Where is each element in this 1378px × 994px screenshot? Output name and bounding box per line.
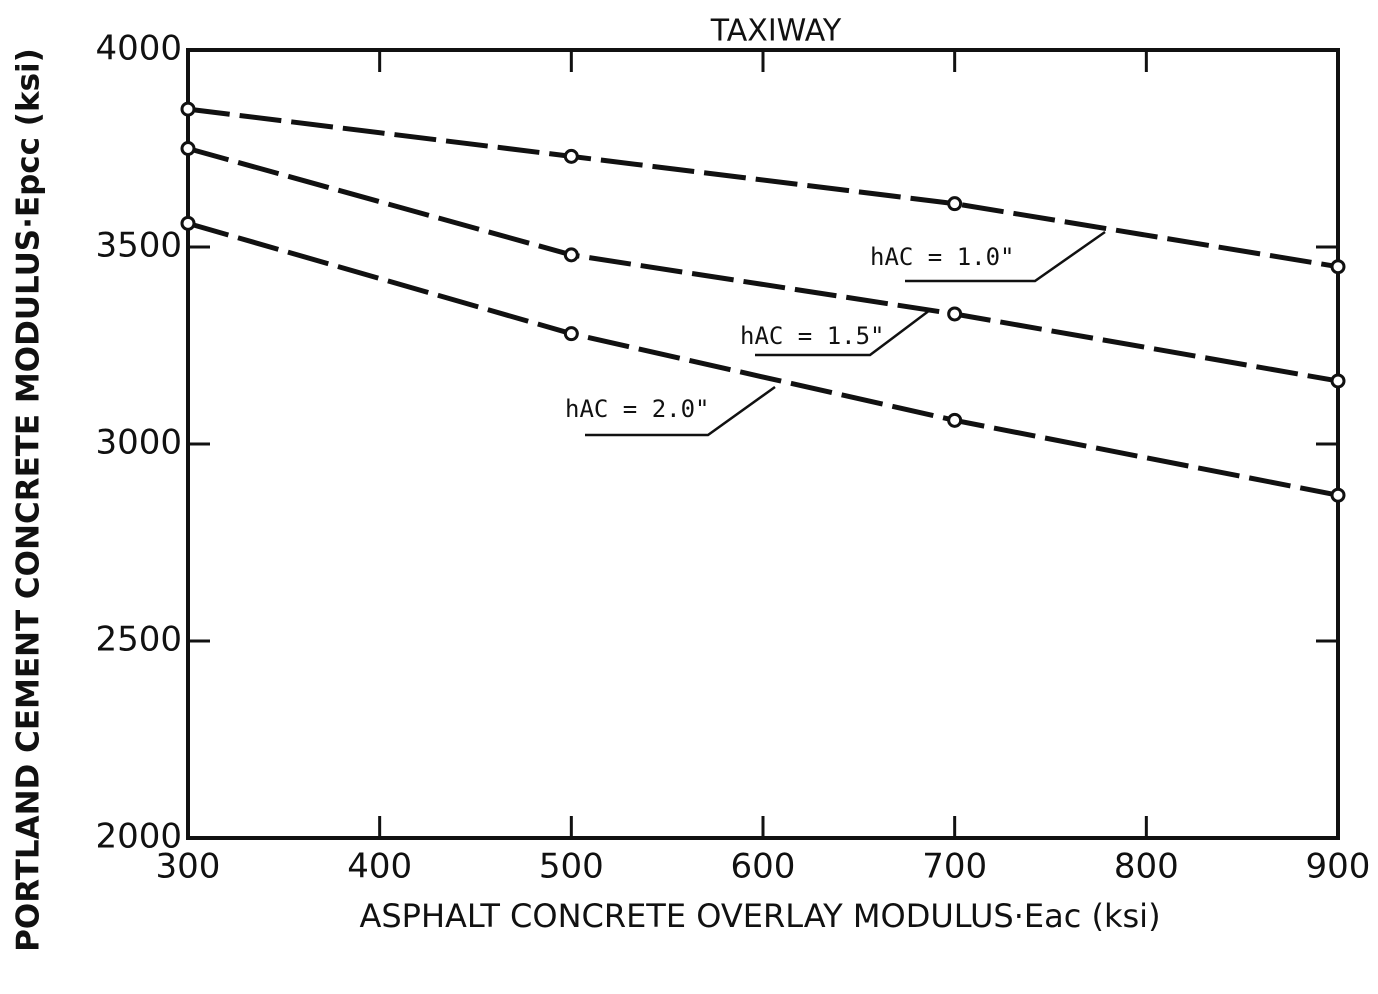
series-line xyxy=(187,220,1339,498)
y-tick-label: 2000 xyxy=(95,817,182,857)
data-point xyxy=(180,101,196,117)
x-tick-label: 700 xyxy=(922,847,987,887)
data-point xyxy=(1330,487,1346,503)
leader-line xyxy=(755,309,931,357)
x-tick-label: 900 xyxy=(1306,847,1371,887)
series-line xyxy=(187,106,1339,270)
y-tick-label: 3500 xyxy=(95,226,182,266)
leader-line xyxy=(585,385,776,437)
data-point xyxy=(563,326,579,342)
data-point xyxy=(180,141,196,156)
data-point xyxy=(563,148,579,164)
leader-line xyxy=(905,230,1106,283)
x-tick-label: 400 xyxy=(347,847,412,887)
data-point xyxy=(563,247,579,263)
data-point xyxy=(180,215,196,231)
data-point xyxy=(1330,259,1346,275)
data-point xyxy=(1330,373,1346,389)
x-tick-label: 600 xyxy=(731,847,796,887)
data-point xyxy=(947,412,963,428)
y-tick-label: 3000 xyxy=(95,423,182,463)
y-tick-label: 4000 xyxy=(95,29,182,69)
series-label: hAC = 1.0" xyxy=(870,243,1015,271)
plot-frame xyxy=(186,48,1340,840)
y-tick-label: 2500 xyxy=(95,620,182,660)
series-line xyxy=(187,146,1339,384)
x-tick-label: 800 xyxy=(1114,847,1179,887)
x-axis-label: ASPHALT CONCRETE OVERLAY MODULUS·Eac (ks… xyxy=(359,897,1160,935)
x-tick-label: 500 xyxy=(539,847,604,887)
y-axis-label: PORTLAND CEMENT CONCRETE MODULUS·Epcc (k… xyxy=(11,48,47,952)
x-tick-label: 300 xyxy=(156,847,221,887)
data-point xyxy=(947,196,963,212)
series-label: hAC = 1.5" xyxy=(740,322,885,350)
series-label: hAC = 2.0" xyxy=(565,395,710,423)
chart-title: TAXIWAY xyxy=(710,14,842,49)
data-point xyxy=(947,306,963,322)
